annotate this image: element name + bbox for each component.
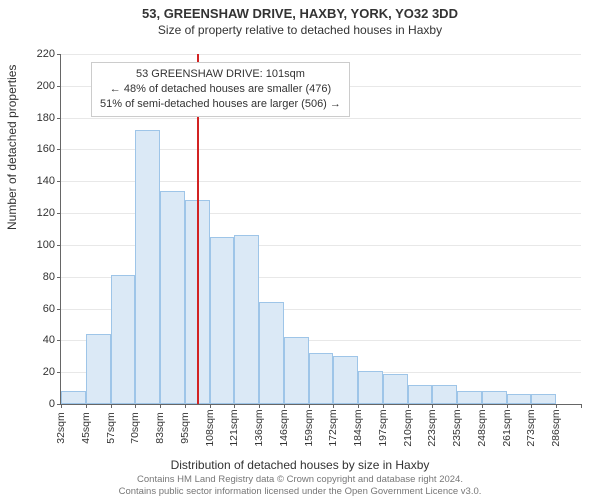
- x-tick-label: 223sqm: [426, 409, 438, 446]
- x-tick-label: 121sqm: [228, 409, 240, 446]
- footer-line-1: Contains HM Land Registry data © Crown c…: [0, 474, 600, 486]
- footer: Contains HM Land Registry data © Crown c…: [0, 474, 600, 498]
- x-tick-label: 108sqm: [204, 409, 216, 446]
- histogram-bar: [135, 130, 160, 404]
- histogram-bar: [358, 371, 383, 404]
- y-tick-label: 140: [37, 175, 61, 187]
- histogram-bar: [61, 391, 86, 404]
- x-tick-label: 184sqm: [352, 409, 364, 446]
- x-tick-label: 146sqm: [278, 409, 290, 446]
- histogram-bar: [482, 391, 507, 404]
- x-tick-label: 248sqm: [476, 409, 488, 446]
- page-subtitle: Size of property relative to detached ho…: [0, 21, 600, 37]
- y-tick-label: 20: [43, 366, 61, 378]
- y-tick-label: 220: [37, 48, 61, 60]
- x-tick-label: 95sqm: [179, 412, 191, 444]
- x-tick-label: 57sqm: [105, 412, 117, 444]
- histogram-bar: [383, 374, 408, 404]
- histogram-bar: [432, 385, 457, 404]
- x-tick-mark: [111, 404, 112, 408]
- y-tick-label: 120: [37, 207, 61, 219]
- histogram-bar: [309, 353, 334, 404]
- x-tick-mark: [210, 404, 211, 408]
- x-tick-mark: [556, 404, 557, 408]
- x-tick-label: 235sqm: [451, 409, 463, 446]
- y-tick-label: 200: [37, 80, 61, 92]
- y-axis-label: Number of detached properties: [5, 65, 19, 230]
- info-line-3: 51% of semi-detached houses are larger (…: [100, 97, 341, 112]
- x-tick-label: 210sqm: [402, 409, 414, 446]
- x-axis-label: Distribution of detached houses by size …: [0, 458, 600, 472]
- x-tick-mark: [284, 404, 285, 408]
- histogram-bar: [234, 235, 259, 404]
- histogram-bar: [284, 337, 309, 404]
- histogram-bar: [457, 391, 482, 404]
- x-tick-mark: [309, 404, 310, 408]
- x-tick-mark: [135, 404, 136, 408]
- footer-line-2: Contains public sector information licen…: [0, 486, 600, 498]
- histogram-bar: [333, 356, 358, 404]
- x-tick-mark: [259, 404, 260, 408]
- y-gridline: [61, 118, 581, 119]
- histogram-bar: [531, 394, 556, 404]
- y-tick-label: 80: [43, 271, 61, 283]
- histogram-bar: [111, 275, 136, 404]
- x-tick-label: 32sqm: [55, 412, 67, 444]
- y-tick-label: 160: [37, 143, 61, 155]
- x-tick-mark: [457, 404, 458, 408]
- x-tick-label: 286sqm: [550, 409, 562, 446]
- histogram-bar: [160, 191, 185, 404]
- y-tick-label: 100: [37, 239, 61, 251]
- x-tick-mark: [234, 404, 235, 408]
- x-tick-mark: [432, 404, 433, 408]
- x-tick-label: 159sqm: [303, 409, 315, 446]
- chart-plot-area: 02040608010012014016018020022032sqm45sqm…: [60, 54, 581, 405]
- x-tick-label: 70sqm: [129, 412, 141, 444]
- x-tick-label: 136sqm: [253, 409, 265, 446]
- x-tick-label: 273sqm: [525, 409, 537, 446]
- y-gridline: [61, 54, 581, 55]
- x-tick-label: 172sqm: [327, 409, 339, 446]
- histogram-bar: [507, 394, 532, 404]
- x-tick-mark: [383, 404, 384, 408]
- x-tick-mark: [185, 404, 186, 408]
- x-tick-mark: [408, 404, 409, 408]
- x-tick-label: 197sqm: [377, 409, 389, 446]
- x-tick-mark: [358, 404, 359, 408]
- x-tick-mark: [531, 404, 532, 408]
- histogram-bar: [408, 385, 433, 404]
- info-box: 53 GREENSHAW DRIVE: 101sqm ← 48% of deta…: [91, 62, 350, 117]
- x-tick-mark: [333, 404, 334, 408]
- histogram-bar: [86, 334, 111, 404]
- x-tick-label: 45sqm: [80, 412, 92, 444]
- x-tick-label: 261sqm: [501, 409, 513, 446]
- x-tick-mark: [482, 404, 483, 408]
- y-tick-label: 60: [43, 303, 61, 315]
- x-tick-mark: [581, 404, 582, 408]
- x-tick-mark: [61, 404, 62, 408]
- y-tick-label: 40: [43, 334, 61, 346]
- page-title: 53, GREENSHAW DRIVE, HAXBY, YORK, YO32 3…: [0, 0, 600, 21]
- info-line-1: 53 GREENSHAW DRIVE: 101sqm: [100, 67, 341, 82]
- x-tick-mark: [86, 404, 87, 408]
- info-line-2: ← 48% of detached houses are smaller (47…: [100, 82, 341, 97]
- y-tick-label: 180: [37, 112, 61, 124]
- y-tick-label: 0: [49, 398, 61, 410]
- x-tick-mark: [507, 404, 508, 408]
- x-tick-label: 83sqm: [154, 412, 166, 444]
- histogram-bar: [210, 237, 235, 404]
- histogram-bar: [259, 302, 284, 404]
- x-tick-mark: [160, 404, 161, 408]
